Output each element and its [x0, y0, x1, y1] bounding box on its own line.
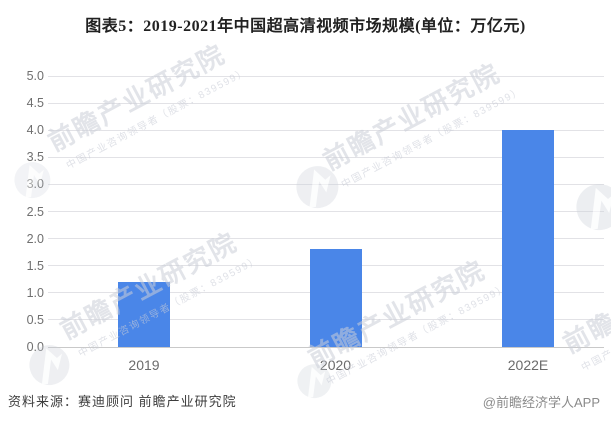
y-tick-label: 4.0	[26, 123, 44, 138]
credit-note: @前瞻经济学人APP	[482, 395, 600, 410]
bar-2019	[118, 281, 170, 347]
chart-title: 图表5：2019-2021年中国超高清视频市场规模(单位：万亿元)	[85, 18, 526, 35]
x-tick-label-2020: 2020	[319, 357, 352, 373]
source-note: 资料来源：赛迪顾问 前瞻产业研究院	[8, 394, 237, 409]
x-axis-line	[48, 346, 604, 348]
x-tick-label-2022e: 2022E	[507, 357, 549, 373]
y-tick-label: 3.0	[26, 177, 44, 192]
gridline	[48, 129, 604, 131]
y-tick-label: 5.0	[26, 69, 44, 83]
y-tick-label: 0.0	[26, 340, 44, 354]
gridline	[48, 238, 604, 240]
gridline	[48, 75, 604, 77]
y-tick-label: 4.5	[26, 96, 44, 111]
y-tick-label: 1.0	[26, 285, 44, 300]
gridline	[48, 102, 604, 104]
y-tick-label: 2.5	[26, 204, 44, 219]
y-tick-label: 1.5	[26, 258, 44, 273]
y-tick-label: 3.5	[26, 150, 44, 165]
gridline	[48, 156, 604, 158]
y-tick-label: 0.5	[26, 312, 44, 327]
bar-2020	[309, 249, 362, 347]
y-tick-label: 2.0	[26, 231, 44, 246]
x-tick-label-2019: 2019	[128, 357, 160, 373]
bar-2022e	[502, 130, 554, 347]
gridline	[48, 211, 604, 212]
